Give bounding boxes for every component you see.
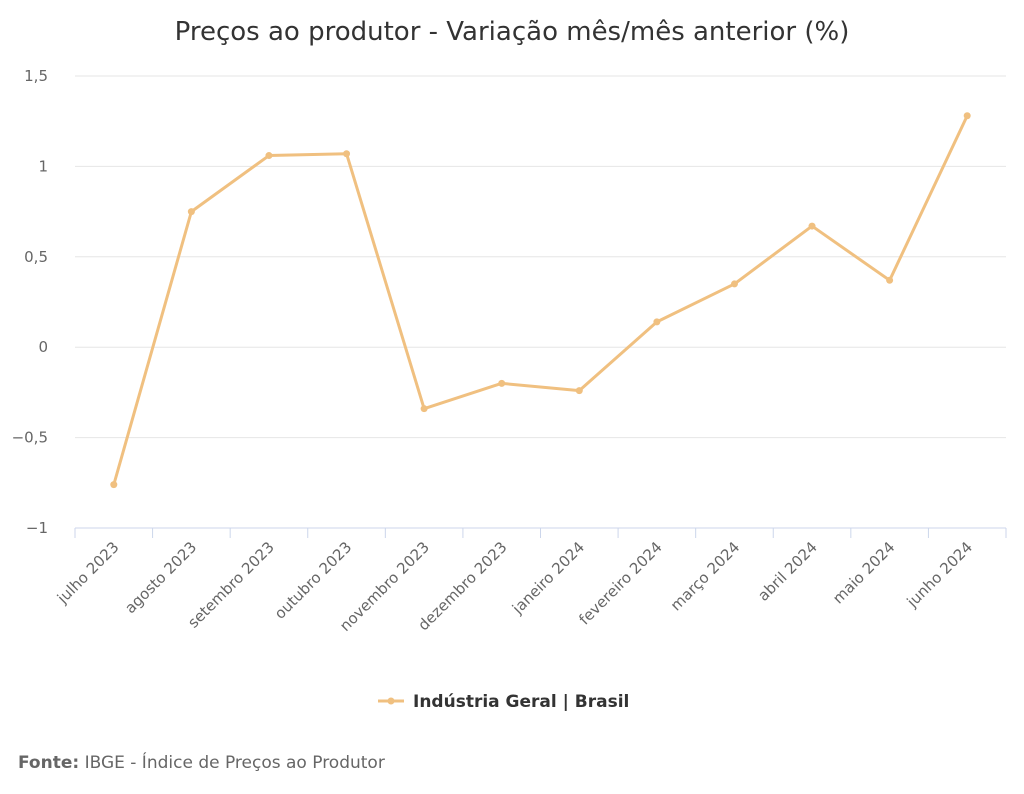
data-point bbox=[498, 379, 506, 387]
data-point bbox=[653, 318, 661, 326]
data-point bbox=[265, 152, 273, 160]
y-tick-label: 1 bbox=[38, 157, 48, 175]
legend-marker-icon bbox=[387, 697, 395, 705]
x-tick-label: janeiro 2024 bbox=[508, 538, 588, 618]
data-point bbox=[886, 276, 894, 284]
x-tick-label: fevereiro 2024 bbox=[575, 538, 665, 628]
x-tick-label: maio 2024 bbox=[829, 538, 898, 607]
data-point bbox=[187, 208, 195, 216]
data-point bbox=[343, 150, 351, 158]
data-point bbox=[420, 405, 428, 413]
data-point bbox=[575, 387, 583, 395]
data-point bbox=[808, 222, 816, 230]
y-tick-label: −1 bbox=[26, 519, 48, 537]
x-tick-label: junho 2024 bbox=[903, 538, 976, 611]
source-text: IBGE - Índice de Preços ao Produtor bbox=[85, 751, 385, 773]
y-tick-label: 0,5 bbox=[24, 248, 48, 266]
x-tick-label: abril 2024 bbox=[754, 538, 821, 605]
x-tick-label: julho 2023 bbox=[53, 538, 123, 608]
y-tick-label: 0 bbox=[38, 338, 48, 356]
series-line bbox=[112, 115, 969, 486]
source-note: Fonte: IBGE - Índice de Preços ao Produt… bbox=[18, 751, 385, 773]
y-tick-label: −0,5 bbox=[12, 429, 48, 447]
data-point bbox=[963, 112, 971, 120]
y-tick-label: 1,5 bbox=[24, 67, 48, 85]
data-point bbox=[110, 481, 118, 489]
legend-label: Indústria Geral | Brasil bbox=[413, 692, 629, 712]
source-label: Fonte: bbox=[18, 753, 79, 773]
data-point bbox=[730, 280, 738, 288]
legend[interactable]: Indústria Geral | Brasil bbox=[378, 692, 629, 712]
chart-title: Preços ao produtor - Variação mês/mês an… bbox=[175, 17, 850, 47]
x-tick-label: outubro 2023 bbox=[271, 538, 356, 623]
x-tick-label: março 2024 bbox=[667, 538, 743, 614]
x-tick-label: agosto 2023 bbox=[121, 538, 200, 617]
